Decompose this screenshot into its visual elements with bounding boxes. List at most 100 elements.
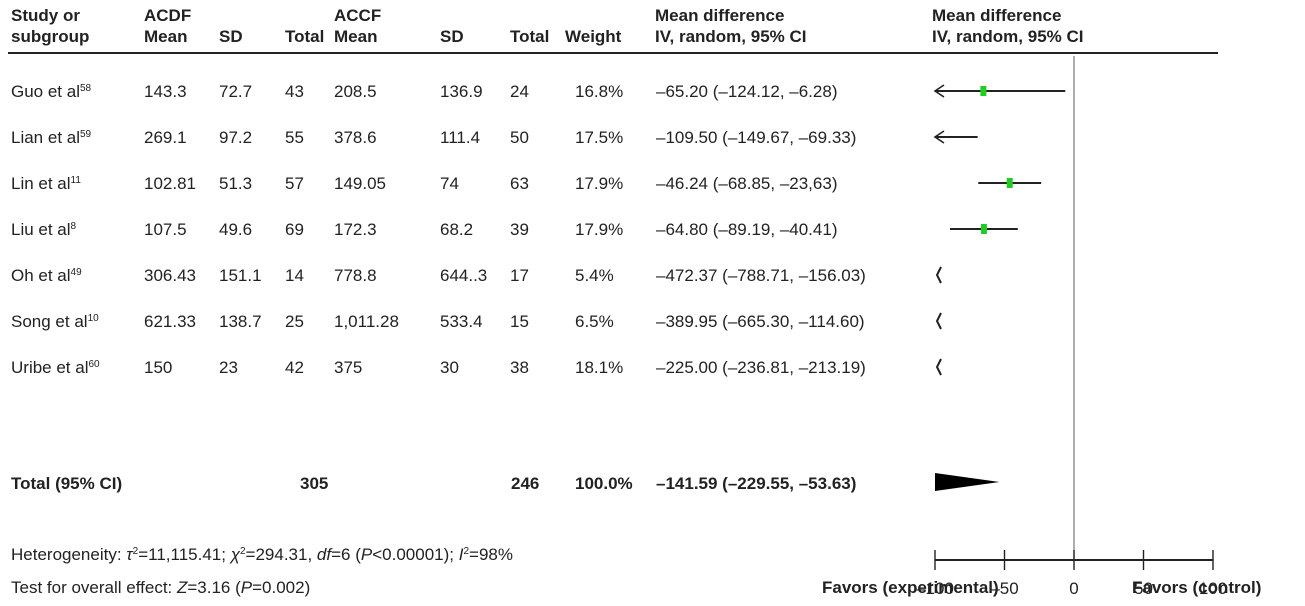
cell-acdf-sd: 23 [219, 358, 238, 377]
cell-acdf-mean: 143.3 [144, 82, 187, 101]
header-acdf-sd: SD [219, 27, 243, 46]
x-axis-tick-label: 50 [1134, 579, 1153, 598]
header-acdf-mean: Mean [144, 27, 188, 46]
cell-weight: 5.4% [575, 266, 614, 285]
cell-accf-sd: 74 [440, 174, 459, 193]
reference-number: 10 [87, 313, 99, 324]
study-name: Guo et al58 [11, 82, 91, 102]
cell-accf-mean: 378.6 [334, 128, 377, 147]
cell-weight: 16.8% [575, 82, 624, 101]
chi-symbol: χ [230, 545, 240, 564]
cell-acdf-sd: 51.3 [219, 174, 253, 193]
z-symbol: Z [176, 578, 188, 597]
i-value: =98% [469, 545, 513, 564]
cell-accf-total: 50 [510, 128, 529, 147]
cell-acdf-total: 55 [285, 128, 304, 147]
cell-acdf-total: 43 [285, 82, 304, 101]
chi-value: =294.31, [245, 545, 317, 564]
study-name: Lin et al11 [11, 174, 81, 194]
cell-acdf-total: 69 [285, 220, 304, 239]
p2-symbol: P [240, 578, 253, 597]
cell-accf-total: 15 [510, 312, 529, 331]
cell-acdf-sd: 97.2 [219, 128, 253, 147]
header-md-line2: IV, random, 95% CI [655, 27, 807, 46]
cell-weight: 18.1% [575, 358, 624, 377]
ci-left-arrow [933, 130, 945, 144]
header-study-line1: Study or [11, 6, 80, 25]
cell-acdf-total: 25 [285, 312, 304, 331]
cell-md: –472.37 (–788.71, –156.03) [656, 266, 866, 285]
cell-md: –109.50 (–149.67, –69.33) [656, 128, 857, 147]
cell-md: –389.95 (–665.30, –114.60) [656, 312, 865, 331]
study-name: Song et al10 [11, 312, 99, 332]
study-label: Guo et al [11, 82, 80, 101]
pooled-diamond [935, 473, 1000, 491]
point-estimate-square [1006, 178, 1013, 188]
study-label: Uribe et al [11, 358, 89, 377]
total-acdf-n: 305 [300, 474, 329, 493]
reference-number: 11 [70, 175, 81, 186]
favors-left-label: Favors (experimental) [822, 578, 999, 597]
cell-accf-mean: 172.3 [334, 220, 377, 239]
x-axis-tick-label: –50 [990, 579, 1018, 598]
test-prefix: Test for overall effect: [11, 578, 177, 597]
study-name: Liu et al8 [11, 220, 76, 240]
cell-md: –64.80 (–89.19, –40.41) [656, 220, 838, 239]
cell-acdf-mean: 621.33 [144, 312, 196, 331]
cell-accf-sd: 111.4 [440, 128, 481, 147]
header-accf-group: ACCF [334, 6, 382, 25]
cell-weight: 6.5% [575, 312, 614, 331]
study-label: Liu et al [11, 220, 71, 239]
cell-weight: 17.5% [575, 128, 624, 147]
i-symbol: I [458, 545, 464, 564]
cell-accf-total: 63 [510, 174, 529, 193]
header-accf-mean: Mean [334, 27, 378, 46]
cell-accf-sd: 68.2 [440, 220, 474, 239]
cell-acdf-total: 14 [285, 266, 304, 285]
p2-value: =0.002) [252, 578, 311, 597]
header-rule [8, 52, 1218, 54]
cell-accf-mean: 149.05 [334, 174, 386, 193]
cell-md: –225.00 (–236.81, –213.19) [656, 358, 866, 377]
cell-acdf-mean: 269.1 [144, 128, 187, 147]
header-acdf-total: Total [285, 27, 325, 46]
cell-accf-total: 24 [510, 82, 529, 101]
cell-accf-total: 17 [510, 266, 529, 285]
reference-number: 8 [70, 221, 77, 232]
cell-accf-sd: 533.4 [440, 312, 483, 331]
reference-number: 60 [88, 359, 100, 370]
favors-right-label: Favors (control) [1132, 578, 1262, 597]
heterogeneity-text: Heterogeneity: τ2=11,115.41; χ2=294.31, … [11, 545, 513, 564]
offscale-arrow [935, 266, 942, 284]
reference-number: 59 [80, 129, 92, 140]
cell-acdf-total: 57 [285, 174, 304, 193]
het-prefix: Heterogeneity: [11, 545, 127, 564]
header-accf-sd: SD [440, 27, 464, 46]
p-value: <0.00001); [372, 545, 459, 564]
cell-acdf-mean: 102.81 [144, 174, 196, 193]
cell-accf-mean: 375 [334, 358, 363, 377]
tau-symbol: τ [126, 545, 133, 564]
ci-left-arrow [933, 84, 945, 98]
study-name: Oh et al49 [11, 266, 82, 286]
total-accf-n: 246 [511, 474, 540, 493]
cell-acdf-sd: 138.7 [219, 312, 262, 331]
study-label: Song et al [11, 312, 88, 331]
cell-acdf-sd: 72.7 [219, 82, 253, 101]
reference-number: 58 [80, 83, 92, 94]
cell-accf-sd: 644..3 [440, 266, 488, 285]
overall-effect-text: Test for overall effect: Z=3.16 (P=0.002… [11, 578, 310, 598]
header-weight: Weight [565, 27, 622, 46]
reference-number: 49 [70, 267, 82, 278]
x-axis-tick-label: 0 [1069, 579, 1078, 598]
offscale-arrow [935, 358, 942, 376]
cell-acdf-mean: 150 [144, 358, 173, 377]
header-plot-line1: Mean difference [932, 6, 1062, 25]
study-label: Lian et al [11, 128, 80, 147]
cell-accf-mean: 208.5 [334, 82, 377, 101]
total-weight: 100.0% [575, 474, 633, 493]
cell-accf-total: 38 [510, 358, 529, 377]
point-estimate-square [980, 224, 987, 234]
study-name: Uribe et al60 [11, 358, 100, 378]
